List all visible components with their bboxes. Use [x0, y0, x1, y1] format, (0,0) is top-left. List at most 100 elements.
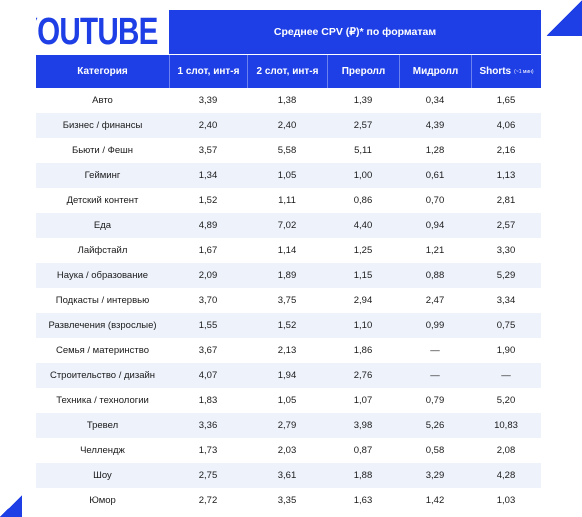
cell-midroll: 5,26	[425, 420, 445, 431]
cell-midroll: 1,42	[425, 495, 445, 506]
cell-slot-1: 1,73	[198, 445, 218, 456]
table-row: Бьюти / Фешн 3,57 5,58 5,11 1,28 2,16	[36, 138, 541, 163]
cell-slot-2: 1,14	[277, 245, 297, 256]
cell-slot-2: 3,61	[277, 470, 297, 481]
cell-slot-1: 3,67	[198, 345, 218, 356]
cell-shorts: 1,90	[496, 345, 516, 356]
cell-slot-2: 3,75	[277, 295, 297, 306]
table-row: Подкасты / интервью 3,70 3,75 2,94 2,47 3,34	[36, 288, 541, 313]
cell-slot-2: 2,79	[277, 420, 297, 431]
cell-category: Тревел	[86, 420, 119, 431]
cell-midroll: —	[430, 370, 440, 381]
table-row: Развлечения (взрослые) 1,55 1,52 1,10 0,99 0,…	[36, 313, 541, 338]
cell-slot-2: 7,02	[277, 220, 297, 231]
cell-shorts: 3,34	[496, 295, 516, 306]
cell-preroll: 2,57	[353, 120, 373, 131]
cell-preroll: 1,07	[353, 395, 373, 406]
cell-preroll: 2,76	[353, 370, 373, 381]
cell-slot-1: 2,09	[198, 270, 218, 281]
cell-slot-1: 1,34	[198, 170, 218, 181]
cell-preroll: 0,86	[353, 195, 373, 206]
cell-midroll: 3,29	[425, 470, 445, 481]
header-shorts-label: Shorts	[479, 66, 512, 77]
table-row: Еда 4,89 7,02 4,40 0,94 2,57	[36, 213, 541, 238]
cell-shorts: 2,57	[496, 220, 516, 231]
table-row: Шоу 2,75 3,61 1,88 3,29 4,28	[36, 463, 541, 488]
table-row: Семья / материнство 3,67 2,13 1,86 — 1,90	[36, 338, 541, 363]
cell-category: Юмор	[89, 495, 116, 506]
cell-preroll: 2,94	[353, 295, 373, 306]
cell-preroll: 1,25	[353, 245, 373, 256]
cell-preroll: 1,39	[353, 95, 373, 106]
cell-slot-1: 1,67	[198, 245, 218, 256]
cell-midroll: 0,94	[425, 220, 445, 231]
cell-slot-1: 1,52	[198, 195, 218, 206]
cell-slot-1: 4,89	[198, 220, 218, 231]
table-row: Лайфстайл 1,67 1,14 1,25 1,21 3,30	[36, 238, 541, 263]
cell-shorts: 1,13	[496, 170, 516, 181]
cell-midroll: 4,39	[425, 120, 445, 131]
cell-category: Семья / материнство	[56, 345, 149, 356]
cell-midroll: 1,28	[425, 145, 445, 156]
header-shorts-note: (~1 мин)	[514, 68, 534, 75]
cell-category: Бьюти / Фешн	[71, 145, 134, 156]
cell-shorts: 2,81	[496, 195, 516, 206]
cell-shorts: 1,65	[496, 95, 516, 106]
cell-slot-2: 1,38	[277, 95, 297, 106]
cell-slot-2: 2,13	[277, 345, 297, 356]
table-row: Авто 3,39 1,38 1,39 0,34 1,65	[36, 88, 541, 113]
cell-preroll: 1,10	[353, 320, 373, 331]
cell-slot-1: 1,55	[198, 320, 218, 331]
cell-shorts: 5,20	[496, 395, 516, 406]
table-row: Наука / образование 2,09 1,89 1,15 0,88 5,29	[36, 263, 541, 288]
table-row: Юмор 2,72 3,35 1,63 1,42 1,03	[36, 488, 541, 513]
cell-slot-1: 3,36	[198, 420, 218, 431]
corner-decoration-top-right	[546, 0, 582, 36]
cell-preroll: 1,00	[353, 170, 373, 181]
cell-midroll: 1,21	[425, 245, 445, 256]
cell-slot-2: 2,03	[277, 445, 297, 456]
cell-slot-2: 3,35	[277, 495, 297, 506]
cell-slot-1: 3,39	[198, 95, 218, 106]
cell-preroll: 1,88	[353, 470, 373, 481]
cell-midroll: 0,70	[425, 195, 445, 206]
cell-shorts: 1,03	[496, 495, 516, 506]
cell-slot-1: 2,75	[198, 470, 218, 481]
cell-shorts: 4,06	[496, 120, 516, 131]
cell-midroll: 0,88	[425, 270, 445, 281]
cell-category: Техника / технологии	[56, 395, 149, 406]
cell-slot-2: 1,94	[277, 370, 297, 381]
cell-slot-1: 3,70	[198, 295, 218, 306]
cell-midroll: 0,79	[425, 395, 445, 406]
header-category: Категория	[77, 66, 128, 77]
cell-preroll: 4,40	[353, 220, 373, 231]
cell-preroll: 1,63	[353, 495, 373, 506]
cell-category: Челлендж	[80, 445, 125, 456]
cell-slot-2: 5,58	[277, 145, 297, 156]
cell-slot-1: 2,72	[198, 495, 218, 506]
table-row: Тревел 3,36 2,79 3,98 5,26 10,83	[36, 413, 541, 438]
cell-category: Строительство / дизайн	[49, 370, 156, 381]
cell-slot-2: 1,05	[277, 170, 297, 181]
cell-category: Авто	[92, 95, 113, 106]
header-midroll: Мидролл	[399, 55, 471, 88]
cell-slot-2: 1,89	[277, 270, 297, 281]
table-header-row: Категория 1 слот, инт-я 2 слот, инт-я Пр…	[36, 55, 541, 88]
cell-midroll: 0,58	[425, 445, 445, 456]
table-row: Гейминг 1,34 1,05 1,00 0,61 1,13	[36, 163, 541, 188]
cell-slot-2: 1,11	[278, 195, 296, 206]
cell-preroll: 1,86	[353, 345, 373, 356]
table-row: Челлендж 1,73 2,03 0,87 0,58 2,08	[36, 438, 541, 463]
cell-category: Развлечения (взрослые)	[48, 320, 157, 331]
cell-shorts: 2,16	[496, 145, 516, 156]
header-slot-2: 2 слот, инт-я	[247, 55, 327, 88]
cell-category: Наука / образование	[56, 270, 149, 281]
cell-shorts: 3,30	[496, 245, 516, 256]
table-row: Строительство / дизайн 4,07 1,94 2,76 — —	[36, 363, 541, 388]
cell-category: Еда	[93, 220, 112, 231]
cell-category: Шоу	[93, 470, 112, 481]
cell-midroll: —	[430, 345, 440, 356]
cell-shorts: —	[501, 370, 511, 381]
youtube-logo: YOUTUBE	[36, 11, 158, 53]
cell-preroll: 0,87	[353, 445, 373, 456]
